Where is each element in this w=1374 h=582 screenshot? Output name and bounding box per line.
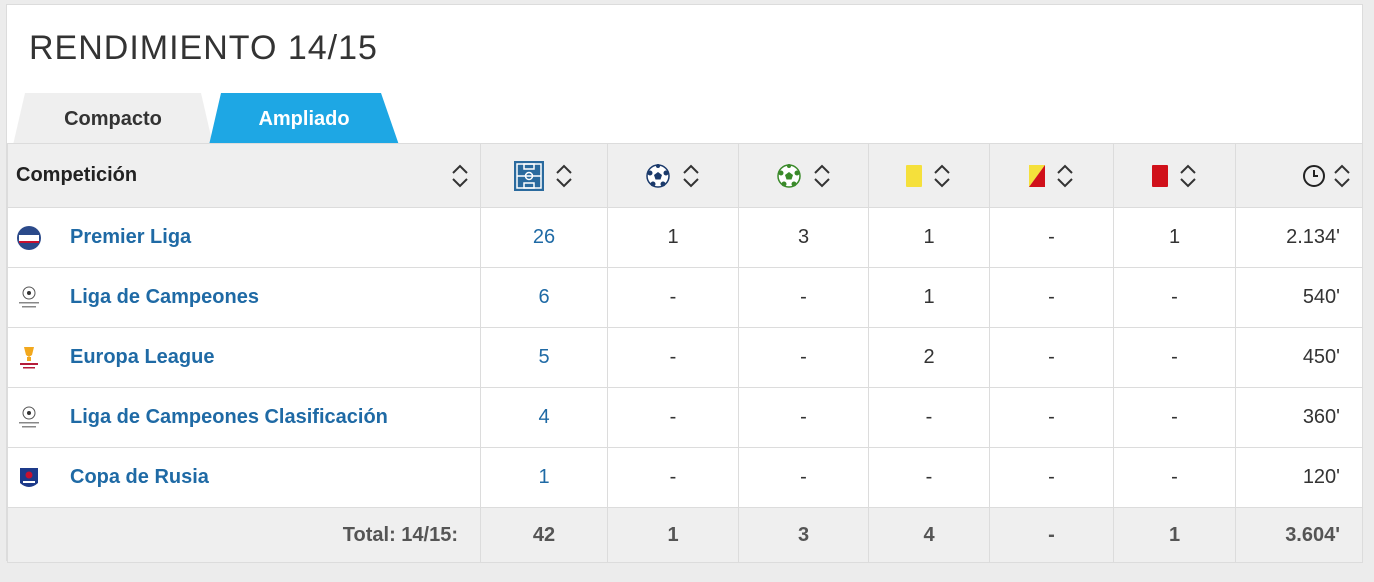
total-minutes: 3.604' <box>1235 507 1363 563</box>
header-competition-label: Competición <box>16 164 138 186</box>
played-cell[interactable]: 5 <box>480 327 608 388</box>
second-yellow-cell: - <box>989 447 1114 508</box>
sort-icon[interactable] <box>681 163 701 189</box>
total-row: Total: 14/15: 42 1 3 4 - 1 3.604' <box>7 507 1363 563</box>
competition-link[interactable]: Premier Liga <box>70 226 192 248</box>
yellow-cell: 2 <box>868 327 990 388</box>
total-label: Total: 14/15: <box>7 507 481 563</box>
tab-compacto[interactable]: Compacto <box>13 93 213 145</box>
sort-icon[interactable] <box>1055 163 1075 189</box>
yellow-cell: - <box>868 447 990 508</box>
header-assists[interactable] <box>738 143 869 208</box>
total-second-yellow: - <box>989 507 1114 563</box>
played-cell[interactable]: 6 <box>480 267 608 328</box>
assists-cell: - <box>738 267 869 328</box>
assists-cell: - <box>738 447 869 508</box>
ball-icon <box>646 163 670 188</box>
second-yellow-cell: - <box>989 327 1114 388</box>
goals-cell: - <box>607 387 739 448</box>
tab-ampliado[interactable]: Ampliado <box>209 93 399 145</box>
yellow-card-icon <box>906 164 922 187</box>
champions-league-logo-icon <box>19 406 39 427</box>
red-cell: - <box>1113 387 1236 448</box>
competition-link[interactable]: Liga de Campeones Clasificación <box>70 406 388 428</box>
red-cell: - <box>1113 327 1236 388</box>
ball-assist-icon <box>776 163 801 188</box>
header-yellow[interactable] <box>868 143 990 208</box>
played-cell[interactable]: 26 <box>480 207 608 268</box>
second-yellow-cell: - <box>989 207 1114 268</box>
view-tabs: Compacto Ampliado <box>7 93 1362 145</box>
goals-cell: - <box>607 447 739 508</box>
premier-liga-logo-icon <box>17 225 41 250</box>
yellow-cell: 1 <box>868 207 990 268</box>
sort-icon[interactable] <box>450 163 470 189</box>
header-goals[interactable] <box>607 143 739 208</box>
copa-rusia-logo-icon <box>20 467 38 487</box>
competition-link[interactable]: Copa de Rusia <box>70 466 209 488</box>
goals-cell: - <box>607 327 739 388</box>
total-played: 42 <box>480 507 608 563</box>
minutes-cell: 540' <box>1235 267 1363 328</box>
stats-table: Competición <box>7 143 1363 563</box>
header-played[interactable] <box>480 143 608 208</box>
sort-icon[interactable] <box>812 163 832 189</box>
played-cell[interactable]: 1 <box>480 447 608 508</box>
competition-link[interactable]: Liga de Campeones <box>70 286 259 308</box>
performance-panel: RENDIMIENTO 14/15 Compacto Ampliado Comp… <box>6 4 1363 563</box>
second-yellow-cell: - <box>989 267 1114 328</box>
header-second-yellow[interactable] <box>989 143 1114 208</box>
yellow-cell: - <box>868 387 990 448</box>
total-assists: 3 <box>738 507 869 563</box>
assists-cell: 3 <box>738 207 869 268</box>
goals-cell: - <box>607 267 739 328</box>
second-yellow-card-icon <box>1028 164 1045 187</box>
sort-icon[interactable] <box>554 163 574 189</box>
total-yellow: 4 <box>868 507 990 563</box>
sort-icon[interactable] <box>932 163 952 189</box>
sort-icon[interactable] <box>1332 163 1352 189</box>
red-cell: - <box>1113 267 1236 328</box>
table-row: Europa League 5 - - 2 - - 450' <box>7 327 1363 388</box>
minutes-cell: 450' <box>1235 327 1363 388</box>
played-cell[interactable]: 4 <box>480 387 608 448</box>
goals-cell: 1 <box>607 207 739 268</box>
sort-icon[interactable] <box>1178 163 1198 189</box>
europa-league-logo-icon <box>20 346 38 368</box>
header-minutes[interactable] <box>1235 143 1363 208</box>
minutes-cell: 2.134' <box>1235 207 1363 268</box>
assists-cell: - <box>738 387 869 448</box>
red-card-icon <box>1151 164 1168 187</box>
total-red: 1 <box>1113 507 1236 563</box>
champions-league-logo-icon <box>19 286 39 307</box>
yellow-cell: 1 <box>868 267 990 328</box>
table-row: Liga de Campeones 6 - - 1 - - 540' <box>7 267 1363 328</box>
red-cell: 1 <box>1113 207 1236 268</box>
header-competition[interactable]: Competición <box>7 143 481 208</box>
assists-cell: - <box>738 327 869 388</box>
table-row: Liga de Campeones Clasificación 4 - - - … <box>7 387 1363 448</box>
second-yellow-cell: - <box>989 387 1114 448</box>
competition-link[interactable]: Europa League <box>70 346 215 368</box>
table-row: Premier Liga 26 1 3 1 - 1 2.134' <box>7 207 1363 268</box>
pitch-icon <box>514 160 544 191</box>
header-red[interactable] <box>1113 143 1236 208</box>
page-title: RENDIMIENTO 14/15 <box>29 29 378 67</box>
clock-icon <box>1303 164 1325 187</box>
minutes-cell: 120' <box>1235 447 1363 508</box>
table-row: Copa de Rusia 1 - - - - - 120' <box>7 447 1363 508</box>
red-cell: - <box>1113 447 1236 508</box>
total-goals: 1 <box>607 507 739 563</box>
minutes-cell: 360' <box>1235 387 1363 448</box>
table-header-row: Competición <box>7 143 1363 208</box>
